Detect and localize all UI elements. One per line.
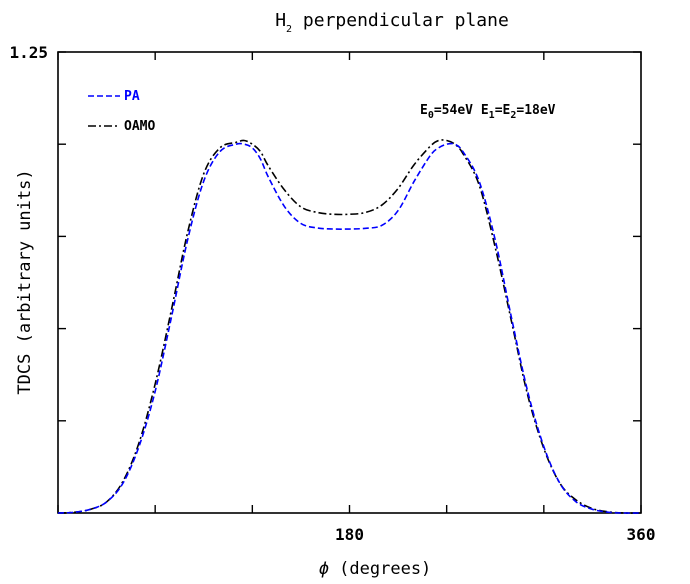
chart-title-sub: 2 (286, 24, 292, 35)
annotation-energies: E0=54eV E1=E2=18eV (420, 103, 556, 121)
annotation-part: E (420, 103, 428, 118)
y-axis-label: TDCS (arbitrary units) (15, 169, 35, 394)
annotation-part: =E (495, 103, 511, 118)
annotation-part: 0 (428, 110, 434, 121)
x-tick-label: 360 (627, 525, 656, 544)
chart-title-rest: perpendicular plane (292, 10, 509, 31)
annotation-part: =54eV E (434, 103, 489, 118)
legend: PA OAMO (88, 89, 155, 134)
y-tick-label: 1.25 (9, 43, 48, 62)
x-axis-text: (degrees) (329, 559, 431, 579)
series-group (57, 139, 642, 514)
x-tick-label: 180 (335, 525, 364, 544)
annotation-part: 1 (489, 110, 495, 121)
tick-labels: 180 360 1.25 (9, 43, 655, 544)
legend-label-pa: PA (124, 89, 140, 104)
x-axis-label: ϕ (degrees) (319, 559, 432, 579)
series-line-oamo (57, 139, 642, 514)
chart-title-main: H (275, 10, 286, 31)
annotation-part: 2 (510, 110, 516, 121)
x-axis-symbol: ϕ (319, 559, 329, 579)
legend-label-oamo: OAMO (124, 119, 155, 134)
annotation-part: =18eV (516, 103, 555, 118)
chart-title: H2 perpendicular plane (275, 10, 509, 35)
series-line-pa (57, 142, 642, 514)
